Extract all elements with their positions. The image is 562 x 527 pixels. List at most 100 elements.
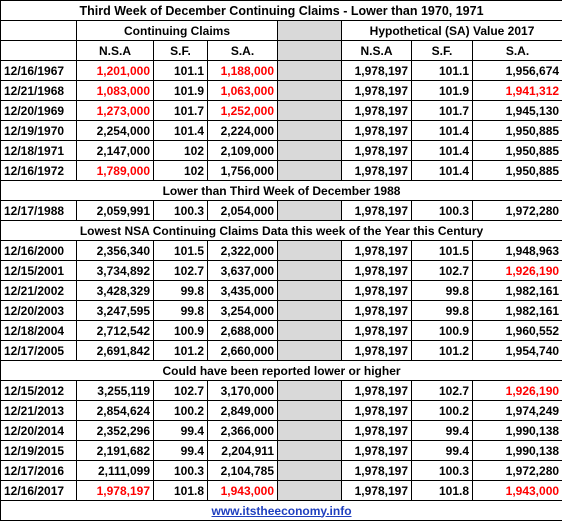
group-header-row: Continuing Claims Hypothetical (SA) Value…	[0, 20, 562, 41]
data-row: 12/17/2016 2,111,099 100.3 2,104,785 1,978,1…	[0, 460, 562, 481]
section-heading-row: Could have been reported lower or higher	[0, 360, 562, 381]
value-cell: 101.5	[411, 240, 473, 261]
date-cell: 12/17/1988	[0, 200, 77, 221]
value-cell: 1,978,197	[341, 300, 412, 321]
value-cell: 1,252,000	[207, 100, 278, 121]
value-cell: 101.2	[411, 340, 473, 361]
date-cell: 12/16/2017	[0, 480, 77, 501]
value-cell: 100.9	[411, 320, 473, 341]
column-header: S.A.	[207, 40, 278, 61]
value-cell: 2,111,099	[76, 460, 154, 481]
value-cell: 101.8	[153, 480, 208, 501]
data-row: 12/16/2017 1,978,197 101.8 1,943,000 1,978,1…	[0, 480, 562, 501]
data-row: 12/18/2004 2,712,542 100.9 2,688,000 1,978,1…	[0, 320, 562, 341]
value-cell: 1,789,000	[76, 160, 154, 181]
date-cell: 12/16/2000	[0, 240, 77, 261]
date-cell: 12/19/2015	[0, 440, 77, 461]
value-cell: 2,059,991	[76, 200, 154, 221]
value-cell: 101.1	[153, 60, 208, 81]
value-cell: 1,978,197	[341, 240, 412, 261]
table-title: Third Week of December Continuing Claims…	[0, 0, 562, 21]
value-cell: 2,854,624	[76, 400, 154, 421]
value-cell: 100.2	[153, 400, 208, 421]
gap-cell	[277, 120, 342, 141]
value-cell: 1,978,197	[341, 320, 412, 341]
value-cell: 1,948,963	[471, 240, 562, 261]
value-cell: 2,204,911	[207, 440, 278, 461]
value-cell: 2,366,000	[207, 420, 278, 441]
value-cell: 99.4	[153, 440, 208, 461]
value-cell: 1,756,000	[207, 160, 278, 181]
value-cell: 3,637,000	[207, 260, 278, 281]
gap-cell	[277, 460, 342, 481]
value-cell: 2,109,000	[207, 140, 278, 161]
value-cell: 3,428,329	[76, 280, 154, 301]
value-cell: 1,978,197	[76, 480, 154, 501]
group-header: Continuing Claims	[76, 20, 278, 41]
value-cell: 1,982,161	[471, 300, 562, 321]
gap-cell	[277, 480, 342, 501]
date-cell: 12/15/2012	[0, 380, 77, 401]
value-cell: 101.2	[153, 340, 208, 361]
value-cell: 2,104,785	[207, 460, 278, 481]
gap-cell	[277, 80, 342, 101]
value-cell: 102	[153, 140, 208, 161]
value-cell: 101.8	[411, 480, 473, 501]
value-cell: 3,247,595	[76, 300, 154, 321]
data-row: 12/17/2005 2,691,842 101.2 2,660,000 1,978,1…	[0, 340, 562, 361]
date-cell: 12/21/1968	[0, 80, 77, 101]
value-cell: 101.1	[411, 60, 473, 81]
value-cell: 1,978,197	[341, 380, 412, 401]
group-header: Hypothetical (SA) Value 2017	[340, 20, 562, 41]
value-cell: 101.7	[411, 100, 473, 121]
value-cell: 1,972,280	[471, 460, 562, 481]
gap-cell	[277, 400, 342, 421]
value-cell: 100.3	[153, 460, 208, 481]
value-cell: 2,691,842	[76, 340, 154, 361]
value-cell: 99.4	[411, 440, 473, 461]
value-cell: 100.9	[153, 320, 208, 341]
value-cell: 100.3	[411, 460, 473, 481]
blank-cell	[0, 40, 77, 61]
blank-cell	[0, 20, 77, 41]
date-cell: 12/17/2016	[0, 460, 77, 481]
value-cell: 102.7	[153, 260, 208, 281]
value-cell: 1,943,000	[207, 480, 278, 501]
value-cell: 1,978,197	[341, 80, 412, 101]
value-cell: 1,926,190	[471, 260, 562, 281]
value-cell: 1,978,197	[341, 200, 412, 221]
gap-cell	[277, 380, 342, 401]
date-cell: 12/18/1971	[0, 140, 77, 161]
value-cell: 2,191,682	[76, 440, 154, 461]
column-header: S.F.	[153, 40, 208, 61]
data-row: 12/16/1967 1,201,000 101.1 1,188,000 1,978,1…	[0, 60, 562, 81]
gap-cell	[277, 60, 342, 81]
date-cell: 12/16/1972	[0, 160, 77, 181]
data-row: 12/15/2001 3,734,892 102.7 3,637,000 1,978,1…	[0, 260, 562, 281]
gap-cell	[277, 200, 342, 221]
date-cell: 12/18/2004	[0, 320, 77, 341]
footer-cell: www.itstheeconomy.info	[0, 500, 562, 521]
gap-cell	[277, 40, 342, 61]
gap-cell	[277, 440, 342, 461]
value-cell: 2,688,000	[207, 320, 278, 341]
value-cell: 1,941,312	[471, 80, 562, 101]
footer-link[interactable]: www.itstheeconomy.info	[211, 503, 352, 518]
value-cell: 1,978,197	[341, 100, 412, 121]
gap-cell	[277, 300, 342, 321]
value-cell: 1,943,000	[471, 480, 562, 501]
value-cell: 101.4	[153, 120, 208, 141]
value-cell: 101.5	[153, 240, 208, 261]
gap-cell	[277, 140, 342, 161]
value-cell: 1,990,138	[471, 420, 562, 441]
value-cell: 1,945,130	[471, 100, 562, 121]
value-cell: 1,990,138	[471, 440, 562, 461]
value-cell: 99.8	[153, 300, 208, 321]
value-cell: 100.2	[411, 400, 473, 421]
value-cell: 1,978,197	[341, 120, 412, 141]
column-header: N.S.A	[76, 40, 154, 61]
gap-cell	[277, 340, 342, 361]
value-cell: 1,982,161	[471, 280, 562, 301]
gap-cell	[277, 320, 342, 341]
